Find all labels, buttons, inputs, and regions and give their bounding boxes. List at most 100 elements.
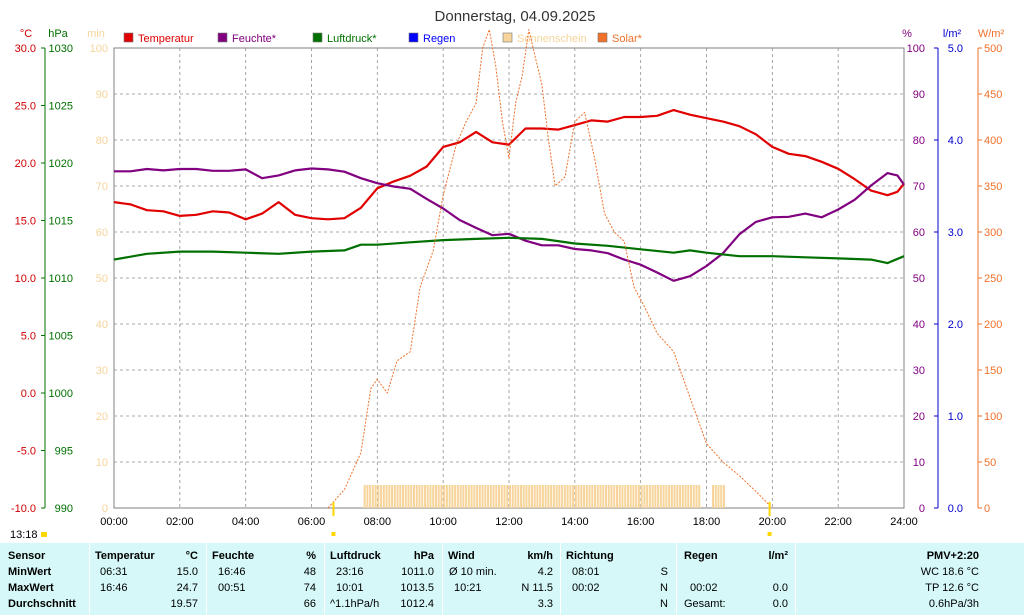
sunshine-bar <box>618 485 621 508</box>
sunshine-bar <box>399 485 402 508</box>
sunshine-bar <box>681 485 684 508</box>
wind-avg: 3.3 <box>537 598 553 610</box>
sunshine-bar <box>635 485 638 508</box>
legend-label: Feuchte* <box>232 33 277 45</box>
sunshine-bar <box>511 485 514 508</box>
sunshine-bar <box>610 485 613 508</box>
legend-swatch <box>597 32 608 43</box>
sunshine-bar <box>445 485 448 508</box>
time-tick: 00:00 <box>100 516 128 528</box>
sunshine-bar <box>552 485 555 508</box>
sunshine-tick: 70 <box>96 181 108 193</box>
sunshine-bar <box>456 485 459 508</box>
humidity-tick: 0 <box>919 503 925 515</box>
sunshine-bar <box>410 485 413 508</box>
temperature-tick: 10.0 <box>15 273 36 285</box>
rain-tick: 1.0 <box>948 411 963 423</box>
sunset-dot <box>767 532 772 536</box>
legend-swatch <box>408 32 419 43</box>
time-axis: 00:00 02:00 04:00 06:00 08:00 10:00 12:00 14:00… <box>100 516 918 528</box>
temperature-max-time: 16:46 <box>100 582 128 594</box>
wind-unit-header: km/h <box>527 550 553 562</box>
time-tick: 14:00 <box>561 516 589 528</box>
pmv-dew-point: TP 12.6 °C <box>925 582 979 594</box>
sunshine-bar <box>363 485 366 508</box>
sunrise-dot <box>331 532 336 536</box>
pressure-tick: 1005 <box>49 331 73 343</box>
sunshine-bar <box>459 485 462 508</box>
rain-tick: 5.0 <box>948 43 963 55</box>
sunshine-bar <box>467 485 470 508</box>
time-tick: 16:00 <box>627 516 655 528</box>
sunshine-bar <box>605 485 608 508</box>
time-tick: 18:00 <box>693 516 721 528</box>
sunshine-bar <box>443 485 446 508</box>
sunshine-bar <box>440 485 443 508</box>
legend-swatch <box>217 32 228 43</box>
sunshine-bar <box>583 485 586 508</box>
humidity-tick: 30 <box>913 365 925 377</box>
temperature-tick: 30.0 <box>15 43 36 55</box>
sunshine-bar <box>684 485 687 508</box>
sunshine-tick: 90 <box>96 89 108 101</box>
sunshine-bar <box>478 485 481 508</box>
sunshine-bar <box>369 485 372 508</box>
direction-max-time: 00:02 <box>572 582 600 594</box>
temperature-tick: 25.0 <box>15 101 36 113</box>
sunshine-bar <box>714 485 717 508</box>
sunshine-bar <box>577 485 580 508</box>
chart-legend: Temperatur Feuchte* Luftdruck* Regen Sonnens… <box>123 32 643 45</box>
sunshine-bar <box>643 485 646 508</box>
pressure-tick: 990 <box>55 503 73 515</box>
sunshine-bar <box>380 485 383 508</box>
rain-unit: l/m² <box>943 28 962 40</box>
pressure-unit-header: hPa <box>413 550 434 562</box>
sunshine-bar <box>668 485 671 508</box>
sunshine-bar <box>657 485 660 508</box>
sunshine-bar <box>690 485 693 508</box>
sunshine-bar <box>528 485 531 508</box>
sunshine-tick: 20 <box>96 411 108 423</box>
pressure-trend-3h: 0.6hPa/3h <box>928 598 979 610</box>
humidity-tick: 20 <box>913 411 925 423</box>
legend-label: Temperatur <box>138 33 194 45</box>
sunshine-bar <box>599 485 602 508</box>
chart-title: Donnerstag, 04.09.2025 <box>435 8 596 25</box>
humidity-tick: 70 <box>913 181 925 193</box>
sunshine-bar <box>547 485 550 508</box>
sunshine-bar <box>536 485 539 508</box>
pmv-header: PMV+2:20 <box>926 550 979 562</box>
rain-unit-header: l/m² <box>768 550 788 562</box>
wind-header: Wind <box>448 550 475 562</box>
time-tick: 22:00 <box>824 516 852 528</box>
sunshine-tick: 40 <box>96 319 108 331</box>
sunshine-bar <box>613 485 616 508</box>
sunshine-bar <box>629 485 632 508</box>
temperature-unit: °C <box>20 28 32 40</box>
legend-label: Regen <box>423 33 455 45</box>
series-luftdruck-line <box>113 236 905 265</box>
sunshine-bar <box>514 485 517 508</box>
sunshine-bar <box>659 485 662 508</box>
sunshine-bar <box>525 485 528 508</box>
sunshine-tick: 100 <box>90 43 108 55</box>
sunshine-bar <box>676 485 679 508</box>
sunshine-bar <box>448 485 451 508</box>
sunshine-bar <box>451 485 454 508</box>
sunshine-bar <box>607 485 610 508</box>
sunshine-bar <box>412 485 415 508</box>
sunshine-bar <box>371 485 374 508</box>
sunshine-bar <box>687 485 690 508</box>
sunshine-bar <box>423 485 426 508</box>
solar-tick: 250 <box>984 273 1002 285</box>
sunshine-tick: 0 <box>102 503 108 515</box>
sunshine-bar <box>476 485 479 508</box>
sunshine-bar <box>550 485 553 508</box>
current-time-marker <box>41 532 47 537</box>
sunshine-bar <box>539 485 542 508</box>
sunshine-bar <box>481 485 484 508</box>
sunshine-bar <box>396 485 399 508</box>
rain-tick: 4.0 <box>948 135 963 147</box>
sunshine-bar <box>402 485 405 508</box>
chart-grid <box>113 47 905 509</box>
